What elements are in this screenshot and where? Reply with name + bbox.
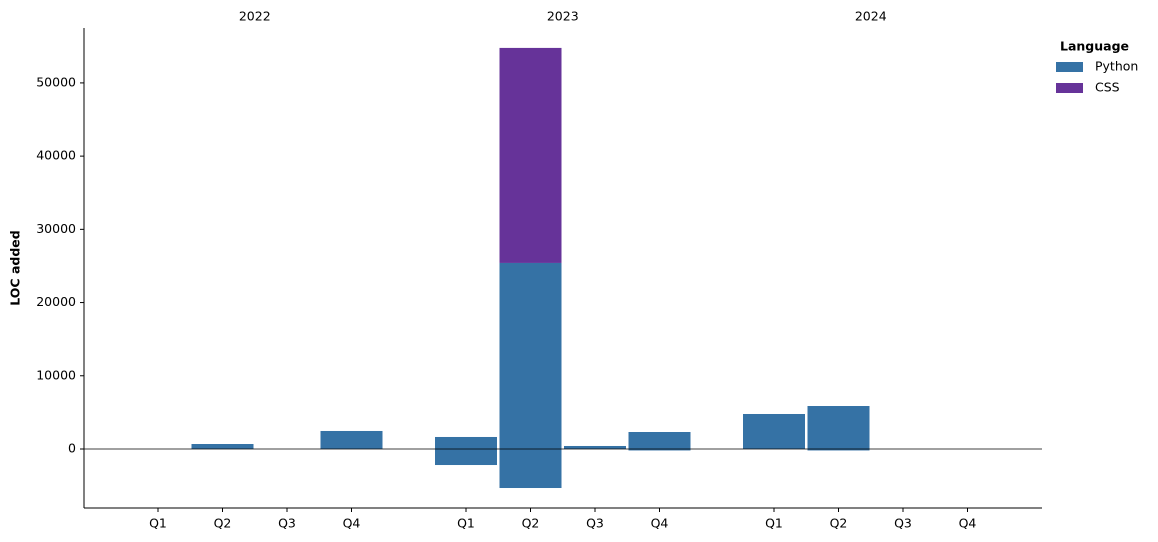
x-tick-label: Q3 [278,516,296,531]
bar-segment [435,436,497,449]
x-tick-label: Q1 [149,516,167,531]
y-axis-label: LOC added [8,230,23,305]
bar-segment-removed [807,448,870,451]
x-tick-label: Q2 [214,516,232,531]
bar-segment [191,444,254,449]
bar-segment [499,47,562,263]
x-tick-label: Q1 [765,516,783,531]
x-tick-label: Q4 [651,516,669,531]
x-tick-label: Q2 [830,516,848,531]
x-tick-label: Q1 [457,516,475,531]
bar-segment [499,262,562,449]
legend-label: Python [1095,59,1138,74]
bar-segment-removed [435,448,497,466]
y-tick-label: 40000 [36,148,76,163]
x-tick-label: Q2 [522,516,540,531]
y-tick-label: 50000 [36,74,76,89]
legend-swatch [1056,62,1083,72]
group-label: 2023 [547,9,579,24]
legend-swatch [1056,83,1083,93]
legend-label: CSS [1095,80,1120,95]
y-tick-label: 10000 [36,367,76,382]
bar-segment [743,413,805,449]
bar-segment [564,445,626,449]
bar-segment [320,430,383,449]
y-tick-label: 20000 [36,294,76,309]
bar-segment-removed [499,448,562,489]
group-label: 2022 [239,9,271,24]
bar-segment [807,406,870,449]
x-tick-label: Q4 [959,516,977,531]
bar-segment [628,432,691,449]
x-tick-label: Q3 [894,516,912,531]
group-label: 2024 [855,9,887,24]
bar-segment-removed [628,448,691,451]
x-tick-label: Q4 [343,516,361,531]
x-tick-label: Q3 [586,516,604,531]
y-tick-label: 30000 [36,221,76,236]
y-tick-label: 0 [68,440,76,455]
legend-title: Language [1060,39,1129,54]
